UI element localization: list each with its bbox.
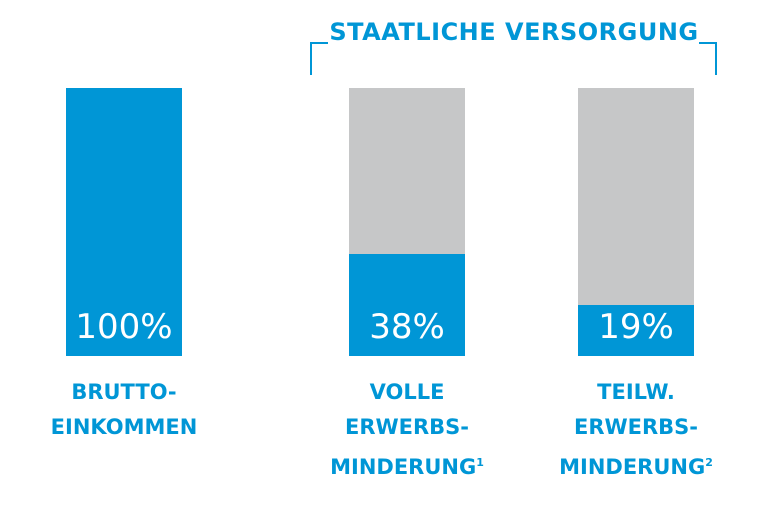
- bar-fill-2: [349, 254, 465, 356]
- category-label-text: ERWERBS-: [344, 415, 470, 439]
- category-label-line: VOLLE: [307, 375, 507, 410]
- category-label-text: TEILW.: [597, 380, 675, 404]
- footnote-marker: 2: [705, 456, 713, 469]
- group-bracket-right-horizontal: [699, 42, 717, 44]
- category-label-text: ERWERBS-: [573, 415, 699, 439]
- bar-value-label-3: 19%: [598, 307, 674, 347]
- category-label-3: TEILW. ERWERBS- MINDERUNG2: [536, 375, 736, 485]
- category-label-text: EINKOMMEN: [50, 415, 198, 439]
- bar-1: 100%: [66, 88, 182, 356]
- category-label-2: VOLLE ERWERBS- MINDERUNG1: [307, 375, 507, 485]
- category-label-text: VOLLE: [369, 380, 445, 404]
- category-label-line: ERWERBS-: [307, 410, 507, 445]
- category-label-text: MINDERUNG: [559, 455, 706, 479]
- category-label-text: BRUTTO-: [71, 380, 177, 404]
- bar-value-label-1: 100%: [75, 307, 173, 347]
- footnote-marker: 1: [476, 456, 484, 469]
- category-label-line: BRUTTO-: [24, 375, 224, 410]
- bar-value-label-2: 38%: [369, 307, 445, 347]
- bar-2: 38%: [349, 88, 465, 356]
- category-label-line: EINKOMMEN: [24, 410, 224, 445]
- bar-3: 19%: [578, 88, 694, 356]
- category-label-line: MINDERUNG2: [536, 445, 736, 485]
- category-label-1: BRUTTO- EINKOMMEN: [24, 375, 224, 445]
- group-bracket-right-vertical: [715, 42, 717, 75]
- group-bracket-left-horizontal: [310, 42, 328, 44]
- category-label-line: TEILW.: [536, 375, 736, 410]
- group-title: STAATLICHE VERSORGUNG: [329, 18, 699, 46]
- bar-fill-3: [578, 305, 694, 356]
- category-label-text: MINDERUNG: [330, 455, 477, 479]
- category-label-line: ERWERBS-: [536, 410, 736, 445]
- bar-fill-1: [66, 88, 182, 356]
- category-label-line: MINDERUNG1: [307, 445, 507, 485]
- group-bracket-left-vertical: [310, 42, 312, 75]
